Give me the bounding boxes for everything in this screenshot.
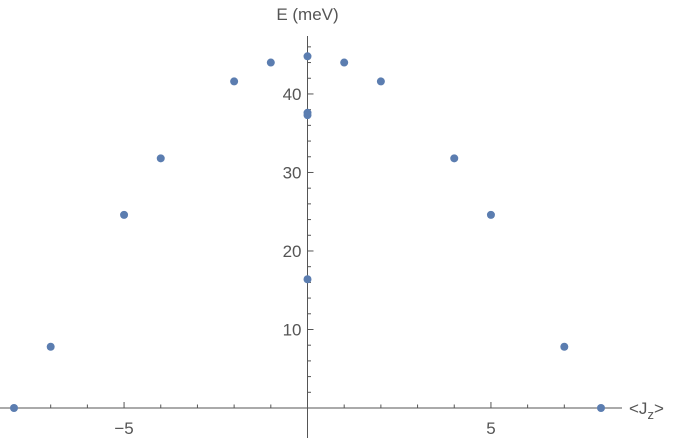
x-tick-labels: −5 5 — [114, 419, 495, 438]
data-point — [46, 342, 55, 351]
axes: −5 5 10 20 30 40 — [0, 36, 622, 438]
data-point — [376, 77, 385, 86]
data-point — [597, 404, 605, 412]
data-point — [450, 154, 459, 163]
data-point — [120, 210, 129, 219]
y-tick-label: 30 — [283, 163, 302, 182]
y-tick-label: 10 — [283, 320, 302, 339]
data-point — [560, 342, 569, 351]
y-axis-title: E (meV) — [276, 5, 338, 24]
y-minor-ticks — [307, 46, 314, 393]
x-tick-label: 5 — [486, 419, 495, 438]
data-point — [303, 52, 312, 61]
data-point — [266, 58, 275, 67]
data-point — [303, 275, 312, 284]
y-tick-label: 40 — [283, 85, 302, 104]
x-axis-title-main: <J — [629, 399, 647, 418]
y-tick-label: 20 — [283, 242, 302, 261]
data-point — [10, 404, 18, 412]
data-point — [156, 154, 165, 163]
data-point — [340, 58, 349, 67]
x-axis-title: <Jz> — [629, 399, 664, 422]
data-points — [10, 52, 605, 412]
x-axis-title-subscript: z — [647, 407, 654, 422]
x-axis-title-suffix: > — [654, 399, 664, 418]
y-tick-labels: 10 20 30 40 — [283, 85, 302, 340]
data-point — [230, 77, 239, 86]
data-point — [486, 210, 495, 219]
data-point — [303, 111, 312, 120]
x-tick-label: −5 — [114, 419, 133, 438]
